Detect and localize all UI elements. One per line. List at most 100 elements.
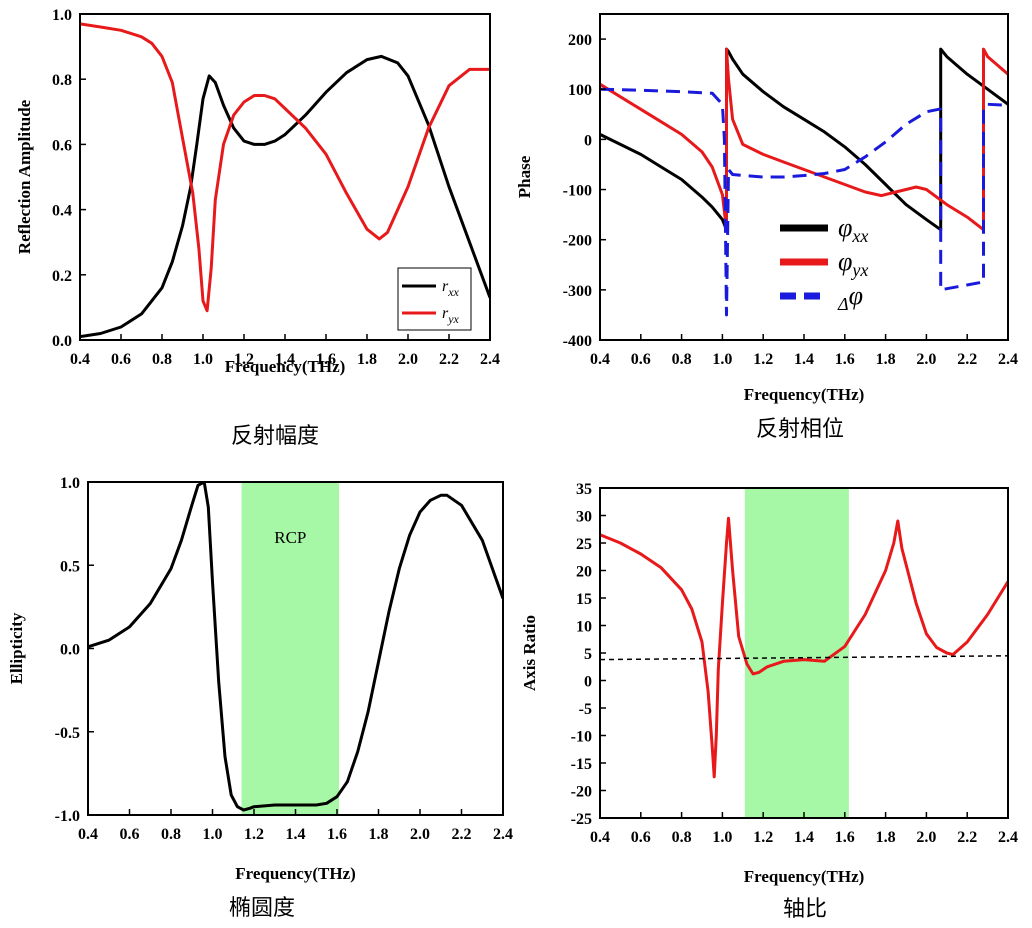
y-tick-label: 1.0 <box>60 475 80 492</box>
x-tick-label: 2.4 <box>480 351 500 368</box>
x-tick-label: 0.8 <box>161 826 181 843</box>
x-tick-label: 2.2 <box>957 829 977 846</box>
x-tick-label: 0.8 <box>672 351 692 368</box>
series-line-axis-ratio <box>600 516 1008 779</box>
x-tick-label: 2.0 <box>410 826 430 843</box>
y-tick-label: 0.5 <box>60 558 80 575</box>
legend-label: rxx <box>442 278 460 299</box>
x-tick-label: 1.2 <box>234 351 254 368</box>
series-line--xx <box>600 47 1008 232</box>
chart-ellipticity: RCP 0.4 0.6 0.8 1.0 1.2 1.4 1.6 1.8 2.0 2.2 2.4 -1.0… <box>7 475 513 921</box>
x-tick-label: 1.2 <box>244 826 264 843</box>
x-tick-label: 0.8 <box>152 351 172 368</box>
x-tick-label: 0.8 <box>672 829 692 846</box>
x-tick-label: 1.4 <box>275 351 295 368</box>
y-tick-label: 0.4 <box>52 203 72 220</box>
y-tick-label: 200 <box>568 32 592 49</box>
chart-caption: 轴比 <box>783 897 827 922</box>
x-tick-label: 2.4 <box>998 829 1018 846</box>
legend-label: ryx <box>442 305 460 326</box>
y-tick-label: 5 <box>584 646 592 663</box>
x-tick-label: 1.8 <box>876 829 896 846</box>
y-tick-label: 0.0 <box>52 333 72 350</box>
chart-caption: 反射相位 <box>756 417 844 442</box>
chart-axis_ratio: 0.4 0.6 0.8 1.0 1.2 1.4 1.6 1.8 2.0 2.2 2.4 -25 -20 -… <box>520 481 1018 922</box>
x-tick-label: 1.6 <box>835 829 855 846</box>
x-tick-label: 1.6 <box>327 826 347 843</box>
y-tick-label: 100 <box>568 82 592 99</box>
x-tick-label: 1.0 <box>193 351 213 368</box>
x-axis-title: Frequency(THz) <box>235 864 356 883</box>
y-tick-label: 10 <box>576 619 592 636</box>
x-tick-label: 0.6 <box>111 351 131 368</box>
y-axis-title: Reflection Amplitude <box>15 99 34 254</box>
chart-caption: 反射幅度 <box>231 424 319 449</box>
y-tick-label: -10 <box>571 729 592 746</box>
x-tick-label: 2.0 <box>916 829 936 846</box>
legend-label: φxx <box>838 213 868 246</box>
x-axis-title: Frequency(THz) <box>225 357 346 376</box>
series-line-r-xx <box>80 54 490 339</box>
x-tick-label: 2.0 <box>398 351 418 368</box>
legend-label: Δφ <box>837 281 863 314</box>
y-tick-label: -5 <box>579 701 592 718</box>
x-tick-label: 0.6 <box>120 826 140 843</box>
highlight-band <box>744 488 849 818</box>
x-tick-label: 1.0 <box>712 829 732 846</box>
y-tick-label: -20 <box>571 784 592 801</box>
x-tick-label: 1.0 <box>712 351 732 368</box>
x-tick-label: 1.6 <box>835 351 855 368</box>
x-tick-label: 1.2 <box>753 351 773 368</box>
y-axis-title: Phase <box>515 155 534 198</box>
y-tick-label: 30 <box>576 509 592 526</box>
y-tick-label: -400 <box>563 333 592 350</box>
y-tick-label: 0 <box>584 674 592 691</box>
x-tick-label: 2.2 <box>439 351 459 368</box>
y-axis-title: Ellipticity <box>7 612 26 684</box>
y-tick-label: -25 <box>571 811 592 828</box>
x-axis-title: Frequency(THz) <box>744 867 865 886</box>
y-tick-label: 0.2 <box>52 268 72 285</box>
chart-phase: 0.4 0.6 0.8 1.0 1.2 1.4 1.6 1.8 2.0 2.2 2.4 -400 -30… <box>515 13 1018 442</box>
x-tick-label: 2.2 <box>452 826 472 843</box>
x-tick-label: 0.4 <box>590 351 610 368</box>
x-tick-label: 0.4 <box>78 826 98 843</box>
x-tick-label: 1.4 <box>794 829 814 846</box>
y-tick-label: 35 <box>576 481 592 498</box>
x-axis-title: Frequency(THz) <box>744 385 865 404</box>
legend-label: φyx <box>838 247 868 280</box>
x-tick-label: 2.0 <box>916 351 936 368</box>
chart-amplitude: 0.4 0.6 0.8 1.0 1.2 1.4 1.6 1.8 2.0 2.2 2.4 0.0 0.2 0… <box>15 7 500 449</box>
series-line-ellipticity <box>88 482 503 812</box>
legend-box <box>397 267 472 331</box>
x-tick-label: 1.6 <box>316 351 336 368</box>
x-tick-label: 2.4 <box>998 351 1018 368</box>
y-tick-label: 25 <box>576 536 592 553</box>
y-tick-label: -100 <box>563 183 592 200</box>
x-tick-label: 1.8 <box>357 351 377 368</box>
x-tick-label: 1.0 <box>203 826 223 843</box>
x-tick-label: 1.8 <box>876 351 896 368</box>
y-tick-label: -1.0 <box>55 808 80 825</box>
x-tick-label: 1.8 <box>369 826 389 843</box>
y-tick-label: 0.0 <box>60 642 80 659</box>
y-tick-label: -200 <box>563 233 592 250</box>
series-line--yx <box>600 47 1008 232</box>
y-tick-label: -15 <box>571 756 592 773</box>
highlight-band <box>241 482 340 815</box>
x-tick-label: 0.4 <box>590 829 610 846</box>
y-tick-label: -300 <box>563 283 592 300</box>
y-tick-label: 0 <box>584 132 592 149</box>
chart-caption: 椭圆度 <box>229 896 295 921</box>
series-line-- <box>600 87 1008 317</box>
y-tick-label: -0.5 <box>55 725 80 742</box>
series-line-r-yx <box>80 22 490 313</box>
x-tick-label: 1.4 <box>286 826 306 843</box>
x-tick-label: 1.4 <box>794 351 814 368</box>
y-tick-label: 1.0 <box>52 7 72 24</box>
x-tick-label: 2.4 <box>493 826 513 843</box>
y-tick-label: 20 <box>576 564 592 581</box>
x-tick-label: 2.2 <box>957 351 977 368</box>
y-axis-title: Axis Ratio <box>520 615 539 691</box>
